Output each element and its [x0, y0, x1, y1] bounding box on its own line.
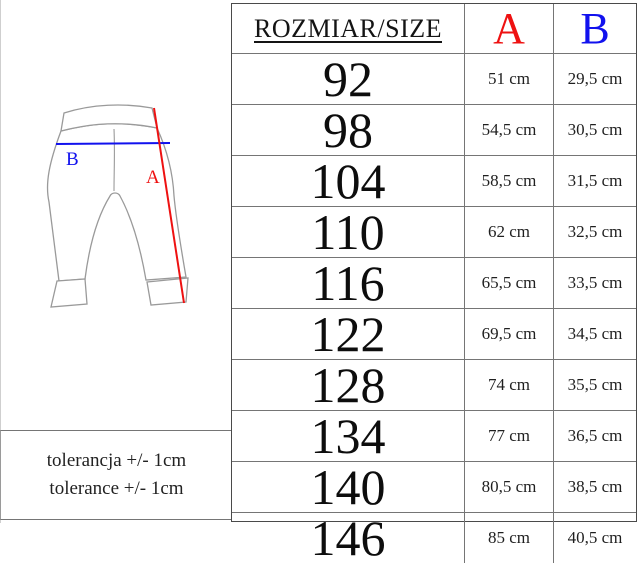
a-value: 65,5 cm [482, 273, 537, 293]
a-value: 77 cm [488, 426, 530, 446]
header-size-label: ROZMIAR/SIZE [254, 14, 442, 44]
header-b-cell: B [554, 4, 636, 54]
pants-left-cuff [51, 279, 87, 307]
a-cell: 85 cm [465, 513, 554, 563]
a-cell: 65,5 cm [465, 258, 554, 309]
size-value: 146 [311, 513, 386, 563]
b-value: 31,5 cm [568, 171, 623, 191]
size-cell: 104 [232, 156, 465, 207]
size-cell: 116 [232, 258, 465, 309]
a-value: 51 cm [488, 69, 530, 89]
a-cell: 74 cm [465, 360, 554, 411]
tolerance-line-en: tolerance +/- 1cm [49, 477, 183, 501]
header-a-label: A [493, 7, 525, 51]
b-cell: 32,5 cm [554, 207, 636, 258]
size-cell: 122 [232, 309, 465, 360]
size-value: 134 [311, 411, 386, 461]
b-value: 33,5 cm [568, 273, 623, 293]
b-cell: 38,5 cm [554, 462, 636, 513]
size-cell: 110 [232, 207, 465, 258]
a-value: 58,5 cm [482, 171, 537, 191]
b-value: 32,5 cm [568, 222, 623, 242]
size-cell: 140 [232, 462, 465, 513]
size-cell: 128 [232, 360, 465, 411]
measure-label-b: B [66, 149, 79, 170]
header-size-cell: ROZMIAR/SIZE [232, 4, 465, 54]
size-chart-canvas: B A tolerancja +/- 1cm tolerance +/- 1cm… [0, 0, 640, 523]
size-value: 128 [311, 360, 386, 410]
header-a-cell: A [465, 4, 554, 54]
a-value: 69,5 cm [482, 324, 537, 344]
measure-line-b [56, 143, 170, 144]
b-value: 40,5 cm [568, 528, 623, 548]
a-cell: 51 cm [465, 54, 554, 105]
tolerance-line-pl: tolerancja +/- 1cm [47, 449, 186, 473]
a-value: 74 cm [488, 375, 530, 395]
b-cell: 35,5 cm [554, 360, 636, 411]
tolerance-note: tolerancja +/- 1cm tolerance +/- 1cm [0, 430, 232, 520]
size-cell: 92 [232, 54, 465, 105]
b-cell: 30,5 cm [554, 105, 636, 156]
b-cell: 34,5 cm [554, 309, 636, 360]
b-value: 38,5 cm [568, 477, 623, 497]
a-cell: 54,5 cm [465, 105, 554, 156]
size-value: 92 [323, 54, 373, 104]
size-cell: 146 [232, 513, 465, 563]
a-value: 85 cm [488, 528, 530, 548]
b-cell: 31,5 cm [554, 156, 636, 207]
b-value: 29,5 cm [568, 69, 623, 89]
size-cell: 98 [232, 105, 465, 156]
b-cell: 36,5 cm [554, 411, 636, 462]
b-cell: 40,5 cm [554, 513, 636, 563]
measure-label-a: A [146, 167, 160, 188]
b-value: 35,5 cm [568, 375, 623, 395]
a-value: 54,5 cm [482, 120, 537, 140]
size-value: 104 [311, 156, 386, 206]
pants-body-outline [48, 124, 187, 281]
size-value: 140 [311, 462, 386, 512]
b-cell: 29,5 cm [554, 54, 636, 105]
size-cell: 134 [232, 411, 465, 462]
a-cell: 58,5 cm [465, 156, 554, 207]
size-value: 116 [311, 258, 384, 308]
a-cell: 77 cm [465, 411, 554, 462]
b-value: 30,5 cm [568, 120, 623, 140]
a-value: 62 cm [488, 222, 530, 242]
size-value: 98 [323, 105, 373, 155]
b-cell: 33,5 cm [554, 258, 636, 309]
a-cell: 62 cm [465, 207, 554, 258]
header-b-label: B [580, 7, 609, 51]
b-value: 36,5 cm [568, 426, 623, 446]
a-value: 80,5 cm [482, 477, 537, 497]
size-chart-table: ROZMIAR/SIZE A B 92 51 cm 29,5 cm 98 [231, 3, 637, 522]
size-value: 122 [311, 309, 386, 359]
a-cell: 80,5 cm [465, 462, 554, 513]
size-value: 110 [311, 207, 384, 257]
b-value: 34,5 cm [568, 324, 623, 344]
a-cell: 69,5 cm [465, 309, 554, 360]
